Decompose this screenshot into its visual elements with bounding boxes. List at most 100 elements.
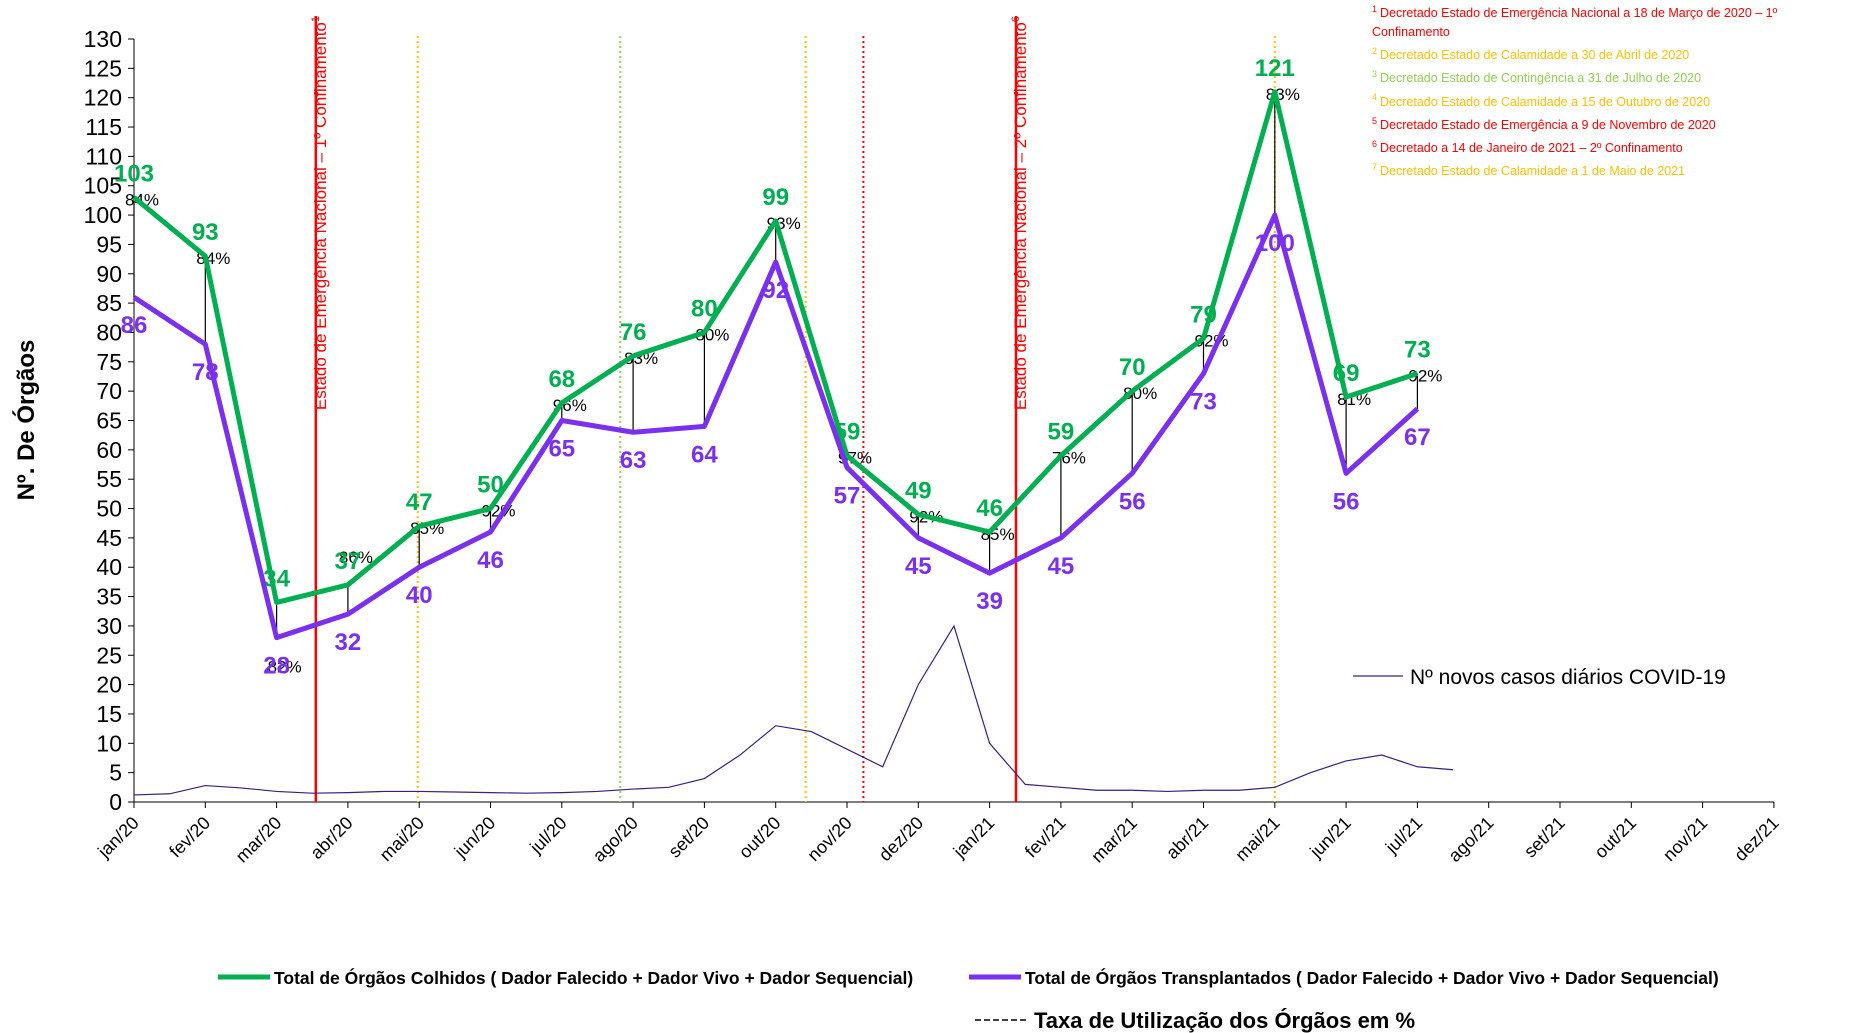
y-tick-label: 70 — [96, 378, 122, 404]
data-label: 70 — [1119, 354, 1146, 381]
data-label: 39 — [976, 588, 1003, 615]
data-label: 76 — [620, 319, 647, 346]
data-label: 45 — [1048, 553, 1075, 580]
note: 2 Decretado Estado de Calamidade a 30 de … — [1372, 42, 1846, 65]
x-tick-label: fev/20 — [165, 813, 214, 862]
note-number: 7 — [1372, 161, 1378, 172]
data-label: 49 — [905, 477, 932, 504]
data-label: 92 — [762, 277, 789, 304]
x-tick-label: mar/21 — [1087, 813, 1141, 867]
y-tick-label: 90 — [96, 261, 122, 287]
y-tick-label: 20 — [96, 672, 122, 698]
series-line — [132, 212, 1420, 641]
x-tick-label: jun/21 — [1305, 813, 1355, 863]
event-label-text: Estado de Emergência Nacional – 2º Confi… — [1011, 22, 1030, 410]
note-text: Decretado Estado de Calamidade a 1 de Ma… — [1380, 164, 1686, 179]
covid-line — [133, 624, 1454, 796]
data-label: 65 — [548, 436, 575, 463]
event-label-number: 6 — [1010, 16, 1022, 22]
x-tick-label: jan/20 — [93, 813, 143, 863]
x-tick-label: ago/20 — [589, 813, 642, 866]
y-tick-label: 25 — [96, 642, 122, 668]
data-label: 40 — [406, 582, 433, 609]
data-label: 34 — [263, 565, 290, 592]
data-label: 56 — [1119, 488, 1146, 515]
legend-label: Taxa de Utilização dos Órgãos em % — [1034, 1008, 1415, 1033]
note: 5 Decretado Estado de Emergência a 9 de N… — [1372, 112, 1846, 135]
x-tick-label: dez/21 — [1730, 813, 1782, 865]
x-tick-label: jun/20 — [450, 813, 500, 863]
y-tick-label: 40 — [96, 554, 122, 580]
y-tick-label: 85 — [96, 290, 122, 316]
event-label-number: 1 — [310, 16, 322, 22]
y-tick-label: 100 — [84, 202, 122, 228]
data-label: 45 — [905, 553, 932, 580]
utilization-label: 84% — [125, 190, 159, 209]
note: 4 Decretado Estado de Calamidade a 15 de … — [1372, 88, 1846, 111]
event-label: Estado de Emergência Nacional – 1º Confi… — [310, 16, 330, 410]
legend-label: Total de Órgãos Colhidos ( Dador Falecid… — [274, 967, 913, 988]
note-text: Decretado a 14 de Janeiro de 2021 – 2º C… — [1380, 140, 1683, 155]
x-tick-label: dez/20 — [875, 813, 927, 865]
y-tick-label: 125 — [84, 55, 122, 81]
note: 1 Decretado Estado de Emergência Nacional… — [1372, 0, 1846, 42]
x-tick-label: out/21 — [1591, 813, 1641, 863]
covid-legend-label: Nº novos casos diários COVID-19 — [1410, 666, 1726, 689]
x-tick-label: mai/21 — [1231, 813, 1283, 865]
y-tick-label: 45 — [96, 525, 122, 551]
x-tick-label: fev/21 — [1021, 813, 1070, 862]
data-label: 99 — [762, 184, 789, 211]
x-tick-label: ago/21 — [1444, 813, 1497, 866]
data-label: 103 — [114, 160, 154, 187]
y-tick-label: 5 — [109, 760, 122, 786]
y-tick-label: 30 — [96, 613, 122, 639]
data-label: 50 — [477, 472, 504, 499]
y-tick-label: 50 — [96, 496, 122, 522]
note: 7 Decretado Estado de Calamidade a 1 de M… — [1372, 158, 1846, 181]
series-line — [132, 89, 1419, 605]
data-label: 64 — [691, 441, 718, 468]
x-tick-label: abr/20 — [306, 813, 356, 863]
utilization-label: 85% — [981, 525, 1015, 544]
y-tick-label: 115 — [85, 114, 122, 140]
y-tick-label: 10 — [96, 730, 122, 756]
data-label: 78 — [192, 359, 219, 386]
data-label: 47 — [406, 489, 433, 516]
data-label: 69 — [1333, 360, 1360, 387]
note: 6 Decretado a 14 de Janeiro de 2021 – 2º … — [1372, 135, 1846, 158]
note-number: 6 — [1372, 138, 1378, 149]
utilization-label: 86% — [339, 548, 373, 567]
y-tick-label: 120 — [84, 85, 122, 111]
data-label: 63 — [620, 447, 647, 474]
note-number: 3 — [1372, 69, 1378, 80]
y-tick-label: 65 — [96, 408, 122, 434]
y-tick-label: 80 — [96, 319, 122, 345]
note-text: Decretado Estado de Emergência a 9 de No… — [1380, 117, 1716, 132]
y-tick-label: 110 — [85, 143, 122, 169]
y-tick-label: 105 — [84, 173, 122, 199]
data-label: 86 — [121, 312, 148, 339]
note-text: Decretado Estado de Emergência Nacional … — [1372, 6, 1778, 40]
data-label: 37 — [335, 548, 362, 575]
data-label: 68 — [548, 366, 575, 393]
note-text: Decretado Estado de Contingência a 31 de… — [1380, 71, 1702, 86]
data-label: 57 — [834, 482, 861, 509]
data-label: 46 — [976, 495, 1003, 522]
data-label: 121 — [1255, 55, 1295, 82]
utilization-label: 82% — [268, 657, 302, 676]
y-tick-label: 0 — [109, 789, 122, 815]
data-label: 100 — [1255, 230, 1295, 257]
x-tick-label: nov/20 — [803, 813, 855, 865]
data-label: 73 — [1190, 389, 1217, 416]
event-label: Estado de Emergência Nacional – 2º Confi… — [1010, 16, 1030, 410]
x-tick-label: jan/21 — [949, 813, 999, 863]
data-label: 79 — [1190, 301, 1217, 328]
note-text: Decretado Estado de Calamidade a 15 de O… — [1380, 94, 1711, 109]
data-label: 80 — [691, 295, 718, 322]
data-label: 56 — [1333, 488, 1360, 515]
note-number: 2 — [1372, 46, 1378, 57]
data-label: 73 — [1404, 337, 1431, 364]
data-label: 46 — [477, 547, 504, 574]
